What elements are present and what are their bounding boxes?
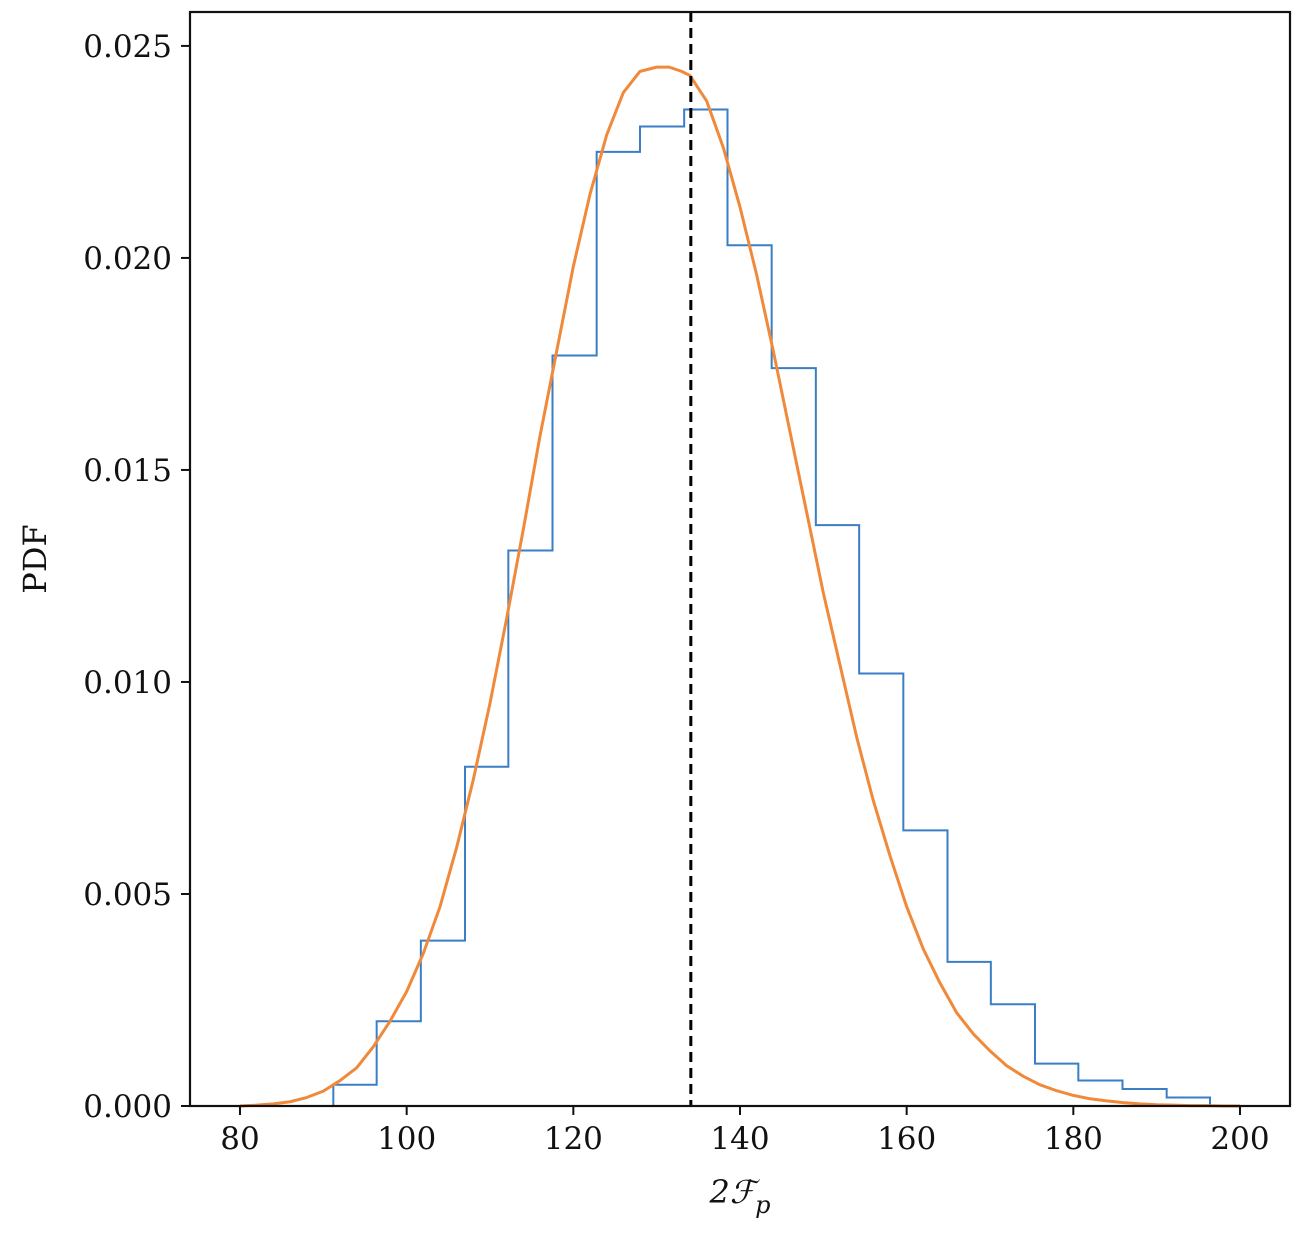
x-tick-label: 80: [220, 1121, 259, 1157]
axes-frame: [188, 10, 1292, 1108]
y-axis-ticks: 0.000 0.005 0.010 0.015 0.020 0.025: [83, 29, 190, 1125]
y-tick-label: 0.015: [83, 453, 172, 489]
x-tick-label: 120: [544, 1121, 603, 1157]
plot-area: [239, 12, 1240, 1108]
y-axis-label: PDF: [16, 524, 54, 593]
x-axis-label: 2ℱp: [709, 1173, 771, 1219]
y-tick-label: 0.020: [83, 241, 172, 277]
x-axis-ticks: 80 100 120 140 160 180 200: [220, 1106, 1270, 1157]
y-tick-label: 0.010: [83, 665, 172, 701]
y-tick-label: 0.000: [83, 1089, 172, 1125]
histogram-steps: [332, 108, 1211, 1106]
y-tick-label: 0.005: [83, 877, 172, 913]
x-tick-label: 180: [1044, 1121, 1103, 1157]
x-tick-label: 200: [1210, 1121, 1269, 1157]
x-tick-label: 160: [877, 1121, 936, 1157]
x-tick-label: 140: [710, 1121, 769, 1157]
x-axis-label-main: 2ℱ: [709, 1173, 761, 1211]
x-axis-label-subscript: p: [755, 1191, 770, 1219]
fit-curve: [239, 65, 1240, 1108]
x-tick-label: 100: [377, 1121, 436, 1157]
y-tick-label: 0.025: [83, 29, 172, 65]
